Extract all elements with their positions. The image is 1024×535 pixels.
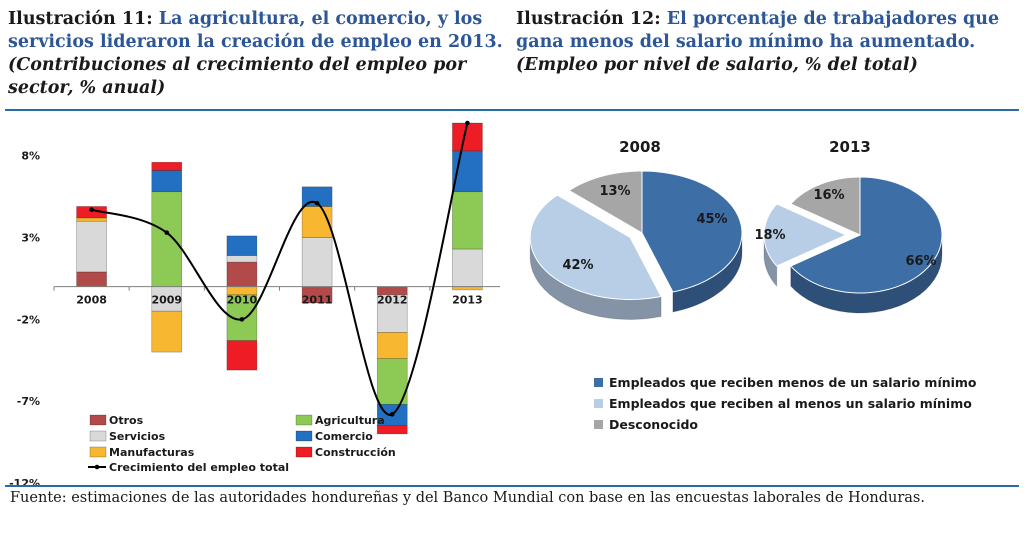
pie-legend-swatch [594,399,603,408]
bar-segment-servicios [151,286,183,312]
bar-segment-agricultura [452,191,483,250]
pie-legend-label: Empleados que reciben menos de un salari… [609,375,977,390]
pie-legend-label: Empleados que reciben al menos un salari… [609,396,972,411]
bar-segment-construcción [452,122,483,152]
x-tick-label: 2008 [76,294,107,307]
bar-segment-construcción [376,425,408,435]
pie-slice [529,194,662,301]
bar-segment-manufacturas [301,206,333,238]
legend-swatch [89,430,107,442]
pie-title: 2008 [619,138,661,156]
pie-value-label: 66% [905,254,936,269]
legend-label: Agricultura [315,414,385,427]
legend-line-marker [94,464,100,470]
right-header: Ilustración 12: El porcentaje de trabaja… [516,8,1016,77]
total-growth-line [91,122,469,416]
right-figure-number: Ilustración 12: [516,9,661,29]
total-growth-point [164,230,170,235]
pie-title: 2013 [829,138,871,156]
y-tick-label: -12% [9,477,40,485]
right-figure-subtitle: (Empleo por nivel de salario, % del tota… [516,55,918,75]
legend-swatch [295,430,313,442]
legend-label: Crecimiento del empleo total [109,461,289,474]
legend-label: Comercio [315,430,373,443]
left-figure-title: La agricultura, el comercio, y los servi… [8,9,503,52]
legend-label: Servicios [109,430,166,443]
legend-label: Manufacturas [109,446,195,459]
top-divider [5,109,1019,111]
legend-swatch [89,414,107,426]
bar-segment-construcción [151,161,183,171]
bar-segment-comercio [226,235,258,256]
pie-value-label: 45% [696,212,727,227]
pie-slice [763,203,848,267]
bar-segment-agricultura [151,191,183,287]
pie-slice [568,170,643,234]
bar-segment-manufacturas [76,217,107,222]
right-figure-title: El porcentaje de trabajadores que gana m… [516,9,1000,52]
x-tick-label: 2011 [302,294,333,307]
bar-segment-manufacturas [376,332,408,359]
y-tick-label: -2% [17,313,40,326]
pie-value-label: 42% [562,258,593,273]
pie-value-label: 18% [754,228,785,243]
x-tick-label: 2009 [151,294,182,307]
pie-slice [789,176,943,294]
pie-legend-swatch [594,420,603,429]
total-growth-point [89,207,94,213]
bar-segment-otros [76,271,107,287]
bar-segment-servicios [376,294,408,333]
bar-segment-servicios [76,220,107,273]
left-header: Ilustración 11: La agricultura, el comer… [8,8,508,100]
pie-value-label: 13% [599,184,630,199]
pie-value-label: 16% [813,188,844,203]
pie-slice [789,176,861,236]
total-growth-point [314,200,320,206]
left-figure-number: Ilustración 11: [8,9,153,29]
bar-chart: 8% 3% -2% -7% -12% 2008 2009 2010 2011 2012 2013 Ot… [9,120,500,485]
total-growth-point [465,120,470,126]
x-tick-label: 2012 [377,294,408,307]
bar-segment-manufacturas [151,310,183,353]
left-figure-subtitle: (Contribuciones al crecimiento del emple… [8,55,467,98]
pie-charts: 2008 45% 42% 13% 2013 66% 18% 16% Empleados que … [529,138,977,432]
legend-label: Construcción [315,446,396,459]
bottom-divider [5,485,1019,487]
legend-swatch [295,414,313,426]
legend-swatch [295,446,313,458]
bar-segment-construcción [226,340,258,371]
total-growth-point [389,411,395,417]
total-growth-point [239,317,245,322]
bar-segment-otros [226,261,258,287]
legend-label: Otros [109,414,144,427]
legend-swatch [89,446,107,458]
source-note: Fuente: estimaciones de las autoridades … [10,490,925,506]
bar-segment-servicios [452,248,483,287]
bar-segment-agricultura [376,358,408,405]
x-tick-label: 2013 [452,294,483,307]
pie-slice [641,170,743,293]
x-tick-label: 2010 [227,294,258,307]
y-tick-label: -7% [17,395,40,408]
bar-segment-comercio [151,170,183,193]
pie-legend-label: Desconocido [609,417,698,432]
y-tick-label: 3% [21,232,40,245]
y-tick-label: 8% [21,150,40,163]
pie-legend-swatch [594,378,603,387]
bar-segment-servicios [226,255,258,263]
bar-segment-servicios [301,237,333,287]
